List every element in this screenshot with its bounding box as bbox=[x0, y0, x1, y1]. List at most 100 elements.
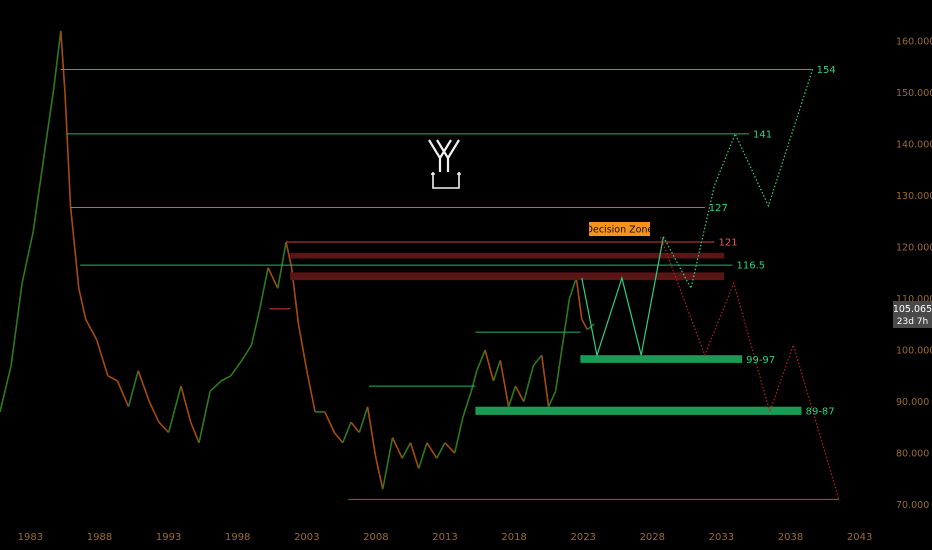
price-segment bbox=[10, 283, 23, 366]
price-history bbox=[0, 30, 595, 490]
price-segment bbox=[561, 298, 571, 346]
current-price-badge bbox=[893, 301, 932, 328]
price-segment bbox=[180, 385, 192, 423]
range-projection bbox=[581, 236, 664, 358]
price-segment bbox=[492, 360, 502, 382]
price-segment bbox=[462, 391, 473, 418]
y-axis: 160.000 150.000 140.000 130.000 120.000 110.0… bbox=[896, 37, 932, 511]
x-tick-label: 1998 bbox=[225, 532, 250, 543]
x-tick-label: 2023 bbox=[570, 532, 595, 543]
price-segment bbox=[484, 349, 495, 382]
level-label: 141 bbox=[753, 129, 772, 140]
price-segment bbox=[167, 385, 182, 433]
price-segment bbox=[547, 390, 557, 408]
x-tick-label: 2018 bbox=[501, 532, 526, 543]
price-segment bbox=[391, 437, 403, 459]
price-segment bbox=[444, 442, 456, 454]
resistance-zone bbox=[290, 252, 725, 259]
price-projections bbox=[581, 69, 840, 500]
price-segment bbox=[514, 385, 525, 402]
watermark-logo bbox=[428, 139, 461, 189]
price-segment bbox=[220, 375, 232, 382]
price-segment bbox=[78, 288, 87, 320]
x-tick-label: 1983 bbox=[18, 532, 43, 543]
price-segment bbox=[409, 442, 420, 469]
price-segment bbox=[198, 391, 211, 443]
support-zone bbox=[475, 406, 802, 415]
price-segment bbox=[137, 370, 151, 402]
price-segment bbox=[568, 277, 578, 299]
y-tick-label: 130.000 bbox=[896, 191, 932, 202]
price-segment bbox=[470, 370, 478, 392]
x-tick-label: 2028 bbox=[640, 532, 665, 543]
x-tick-label: 2043 bbox=[847, 532, 872, 543]
price-segment bbox=[60, 30, 66, 93]
support-resistance-zones bbox=[290, 252, 802, 415]
decision-zone-background bbox=[589, 222, 650, 236]
y-tick-label: 100.000 bbox=[896, 346, 932, 357]
bullish-projection bbox=[662, 69, 814, 290]
price-segment bbox=[476, 349, 486, 371]
price-segment bbox=[43, 87, 55, 155]
resistance-zone bbox=[290, 272, 725, 281]
price-segment bbox=[95, 339, 109, 377]
price-segment bbox=[540, 355, 550, 407]
price-segment bbox=[107, 375, 118, 382]
x-tick-label: 2038 bbox=[778, 532, 803, 543]
price-segment bbox=[230, 359, 243, 377]
price-segment bbox=[267, 267, 279, 289]
level-label: 121 bbox=[719, 238, 738, 249]
y-tick-label: 160.000 bbox=[896, 37, 932, 48]
y-tick-label: 120.000 bbox=[896, 243, 932, 254]
current-price-countdown: 23d 7h bbox=[897, 317, 928, 327]
price-segment bbox=[250, 308, 261, 346]
price-segment bbox=[285, 241, 293, 268]
price-segment bbox=[189, 421, 200, 444]
price-segment bbox=[366, 406, 377, 459]
y-tick-label: 80.000 bbox=[896, 449, 929, 460]
price-segment bbox=[116, 380, 130, 408]
price-segment bbox=[358, 406, 369, 433]
x-tick-label: 2003 bbox=[294, 532, 319, 543]
x-tick-label: 2013 bbox=[432, 532, 457, 543]
level-label: 127 bbox=[709, 203, 728, 214]
x-tick-label: 1993 bbox=[156, 532, 181, 543]
price-segment bbox=[84, 318, 98, 341]
price-segment bbox=[554, 344, 564, 392]
price-segment bbox=[341, 421, 352, 444]
price-segment bbox=[306, 370, 316, 413]
price-segment bbox=[158, 421, 170, 434]
support-zone bbox=[580, 355, 743, 363]
price-segment bbox=[333, 431, 344, 444]
y-tick-label: 140.000 bbox=[896, 140, 932, 151]
price-segment bbox=[32, 154, 45, 232]
y-tick-label: 150.000 bbox=[896, 88, 932, 99]
price-segment bbox=[259, 267, 269, 310]
level-label: 99-97 bbox=[746, 355, 775, 366]
price-segment bbox=[575, 277, 583, 320]
x-tick-label: 2008 bbox=[363, 532, 388, 543]
price-segment bbox=[507, 385, 517, 407]
decision-zone-tag: Decision Zone bbox=[586, 222, 654, 236]
price-segment bbox=[350, 421, 360, 434]
price-segment bbox=[401, 442, 412, 459]
price-segment bbox=[453, 416, 464, 454]
price-segment bbox=[581, 318, 589, 330]
price-segment bbox=[382, 437, 394, 490]
y-tick-label: 70.000 bbox=[896, 500, 929, 511]
level-label: 116.5 bbox=[737, 261, 766, 272]
current-price-marker: 105.065 23d 7h bbox=[893, 301, 932, 328]
price-segment bbox=[532, 354, 543, 367]
decision-zone-label: Decision Zone bbox=[586, 225, 654, 236]
price-segment bbox=[209, 380, 222, 392]
price-segment bbox=[499, 360, 510, 407]
x-tick-label: 2033 bbox=[709, 532, 734, 543]
price-segment bbox=[417, 442, 428, 469]
price-segment bbox=[523, 365, 535, 402]
price-segment bbox=[375, 458, 384, 490]
price-segment bbox=[297, 324, 308, 371]
x-axis: 1983 1988 1993 1998 2003 2008 2013 2018 2023 2028… bbox=[18, 532, 873, 543]
price-segment bbox=[69, 205, 80, 289]
y-tick-label: 90.000 bbox=[896, 397, 929, 408]
